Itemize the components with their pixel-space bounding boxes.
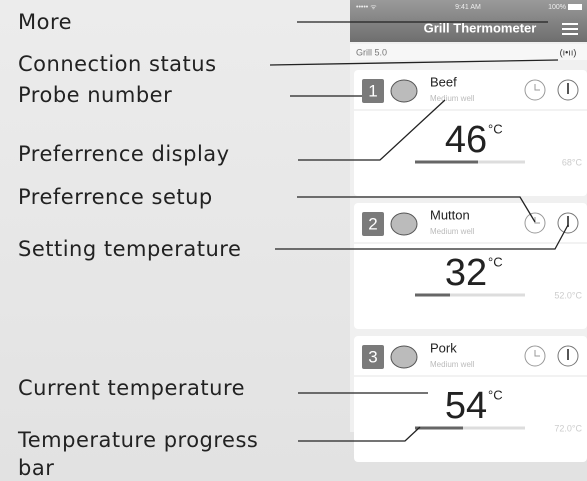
app-title: Grill Thermometer: [424, 20, 537, 35]
label-probe: Probe number: [18, 81, 172, 109]
animal-icon: [391, 80, 417, 102]
animal-icon: [391, 346, 417, 368]
status-time: 9:41 AM: [455, 4, 481, 11]
temperature-unit: °C: [488, 387, 503, 402]
status-signal: ••••• ᯤ: [356, 4, 377, 11]
animal-icon: [391, 213, 417, 235]
label-pref-display: Preferrence display: [18, 140, 230, 168]
probe-number: 1: [368, 81, 377, 100]
temperature-unit: °C: [488, 121, 503, 136]
connection-icon: (ı•ıı): [560, 47, 577, 57]
label-pref-setup: Preferrence setup: [18, 183, 213, 211]
battery-icon: [568, 4, 582, 10]
current-temperature: 54: [445, 385, 487, 427]
temperature-unit: °C: [488, 254, 503, 269]
probe-number: 2: [368, 214, 377, 233]
target-temperature: 52.0°C: [554, 290, 582, 300]
probe-name: Beef: [430, 74, 457, 89]
probe-name: Pork: [430, 340, 457, 355]
target-temperature: 72.0°C: [554, 423, 582, 433]
probe-number: 3: [368, 347, 377, 366]
current-temperature: 46: [445, 119, 487, 161]
doneness: Medium well: [430, 360, 475, 369]
doneness: Medium well: [430, 227, 475, 236]
page: ••••• ᯤ 9:41 AM 100% Grill Thermometer G…: [0, 0, 587, 481]
label-progress: Temperature progress bar: [18, 426, 298, 481]
device-name: Grill 5.0: [356, 47, 387, 57]
label-connection: Connection status: [18, 50, 217, 78]
doneness: Medium well: [430, 94, 475, 103]
label-current: Current temperature: [18, 374, 245, 402]
label-setting: Setting temperature: [18, 235, 241, 263]
target-temperature: 68°C: [562, 157, 583, 167]
probe-name: Mutton: [430, 207, 470, 222]
label-more: More: [18, 8, 72, 36]
status-battery: 100%: [548, 4, 566, 11]
current-temperature: 32: [445, 252, 487, 294]
